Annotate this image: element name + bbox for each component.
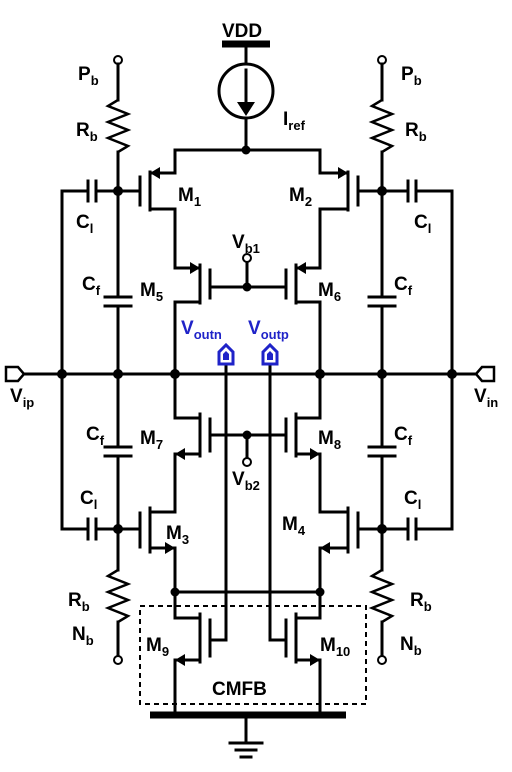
m2-label: M2 [289, 185, 312, 209]
m9-label: M9 [146, 635, 169, 659]
cf-left-bot-label: Cf [86, 424, 105, 448]
m1-transistor [116, 164, 177, 267]
cf-right-bot-label: Cf [394, 424, 413, 448]
vip-label: Vip [10, 386, 34, 410]
ground-icon [228, 741, 264, 759]
m5-label: M5 [140, 280, 163, 304]
m4-transistor [318, 503, 384, 594]
m6-transistor [284, 262, 322, 374]
m4-label: M4 [282, 514, 306, 538]
rb-left-top-label: Rb [76, 120, 98, 144]
voutp-port-icon [261, 342, 279, 366]
m10-label: M10 [320, 635, 350, 659]
voutp-wire [268, 360, 288, 642]
m8-label: M8 [318, 428, 341, 452]
right-bias-network [367, 55, 454, 665]
middle-node-wire [22, 369, 478, 379]
rb-left-bot-label: Rb [68, 590, 90, 614]
nb-left-label: Nb [72, 624, 94, 648]
left-bias-network [60, 55, 133, 665]
iref-label: Iref [283, 109, 306, 133]
cl-right-top-label: Cl [414, 212, 431, 236]
vb2-label: Vb2 [232, 469, 260, 493]
m10-transistor [284, 590, 322, 717]
cf-left-top-label: Cf [82, 274, 101, 298]
cmfb-label: CMFB [212, 679, 267, 700]
vb1-bias [208, 253, 288, 292]
voutn-port-icon [217, 342, 235, 366]
m7-label: M7 [140, 428, 163, 452]
cmfb-box [139, 605, 367, 705]
m2-transistor [318, 164, 384, 267]
vin-port-icon [474, 365, 496, 383]
m5-transistor [173, 262, 212, 374]
top-tail-wire [173, 148, 322, 168]
cf-right-top-label: Cf [394, 274, 413, 298]
m8-transistor [284, 370, 322, 507]
voutn-label: Voutn [181, 318, 222, 342]
m6-label: M6 [318, 280, 341, 304]
pb-left-label: Pb [78, 64, 99, 88]
pb-right-label: Pb [401, 64, 422, 88]
vb1-label: Vb1 [232, 232, 260, 256]
m7-transistor [173, 370, 212, 507]
vin-label: Vin [474, 386, 498, 410]
rb-right-bot-label: Rb [410, 590, 432, 614]
cl-left-bot-label: Cl [80, 488, 97, 512]
rb-right-top-label: Rb [405, 120, 427, 144]
vdd-label: VDD [222, 21, 262, 42]
cl-left-top-label: Cl [76, 212, 93, 236]
m3-label: M3 [166, 523, 189, 547]
ground-rail [150, 711, 346, 744]
m1-label: M1 [178, 185, 201, 209]
vb2-bias [208, 430, 288, 467]
voutn-wire [208, 360, 228, 642]
vip-port-icon [4, 365, 26, 383]
bottom-tail-wire [170, 587, 325, 597]
m9-transistor [173, 590, 212, 717]
nb-right-label: Nb [400, 634, 422, 658]
vdd-rail [222, 40, 270, 66]
iref-current-source [217, 62, 275, 155]
cl-right-bot-label: Cl [404, 488, 421, 512]
voutp-label: Voutp [248, 318, 289, 342]
m3-transistor [116, 503, 177, 594]
